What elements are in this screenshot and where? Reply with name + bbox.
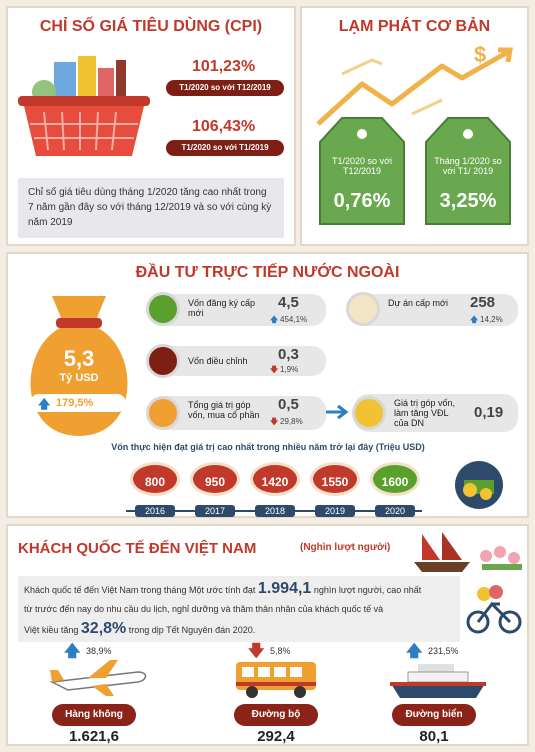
fdi-total-change: 179,5% (56, 397, 94, 409)
realized-value-circle: 1550 (310, 462, 360, 496)
up-arrow-icon: 🡅 (406, 643, 423, 660)
realized-year: 2019 (315, 505, 355, 517)
fdi-item-label: Vốn đăng ký cấp mới (188, 298, 256, 318)
up-arrow-icon: 🡅 (38, 397, 51, 411)
sea-change: 231,5% (428, 646, 459, 656)
handshake-icon (146, 396, 180, 430)
realized-year: 2016 (135, 505, 175, 517)
air-value: 1.621,6 (68, 728, 120, 745)
realized-value-circle: 950 (190, 462, 240, 496)
inflation-panel: LẠM PHÁT CƠ BẢN $ T1/2020 so với T12/201… (300, 6, 529, 246)
bicycle-icon (466, 585, 522, 634)
fdi-title: ĐẦU TƯ TRỰC TIẾP NƯỚC NGOÀI (135, 264, 400, 281)
flowers-icon (480, 546, 522, 570)
tourism-text-line1: Khách quốc tế đến Việt Nam trong tháng M… (24, 580, 421, 598)
cpi-stat1-label: T1/2020 so với T12/2019 (166, 80, 284, 96)
fdi-item-value: 0,5 (278, 396, 299, 413)
fdi-item-change: 29,8% (280, 417, 303, 426)
fdi-item-label: Vốn điều chỉnh (188, 356, 248, 366)
realized-year: 2017 (195, 505, 235, 517)
fdi-item-change: 14,2% (480, 315, 503, 324)
tag1-value: 0,76% (333, 190, 391, 212)
down-arrow-icon: 🡇 (270, 417, 279, 426)
document-icon (346, 292, 380, 326)
tourism-text-c: từ trước đến nay do nhu cầu du lịch, ngh… (24, 604, 384, 614)
fdi-panel: ĐẦU TƯ TRỰC TIẾP NƯỚC NGOÀI 5,3 Tỷ USD 🡅… (6, 252, 529, 518)
tourism-highlight-visitors: 1.994,1 (257, 580, 312, 597)
cpi-title: CHỈ SỐ GIÁ TIÊU DÙNG (CPI) (39, 18, 263, 35)
tag2-label: Tháng 1/2020 so với T1/ 2019 (434, 156, 502, 176)
tourism-text-line3: Việt kiều tăng 32,8% trong dịp Tết Nguyê… (24, 620, 255, 638)
tourism-text-a: Khách quốc tế đến Việt Nam trong tháng M… (24, 585, 256, 595)
fdi-item-label: Tổng giá trị góp vốn, mua cổ phần (188, 400, 260, 420)
cpi-stat2-value: 106,43% (192, 118, 256, 135)
realized-value-circle: 1600 (370, 462, 420, 496)
arrow-right-icon (326, 404, 349, 420)
inflation-title: LẠM PHÁT CƠ BẢN (338, 18, 491, 35)
fdi-item-change: 454,1% (280, 315, 308, 324)
tag1-label: T1/2020 so với T12/2019 (332, 156, 392, 176)
fdi-item-value: 0,3 (278, 346, 299, 363)
realized-year: 2018 (255, 505, 295, 517)
price-tag-icon (319, 117, 405, 225)
fdi-total-unit: Tỷ USD (59, 372, 99, 384)
rising-arrow-icon (316, 47, 513, 126)
fdi-item-label: Giá trị góp vốn, làm tăng VĐL của DN (394, 398, 456, 428)
tourism-text-d: Việt kiều tăng (24, 625, 79, 635)
up-arrow-icon: 🡅 (270, 315, 279, 324)
cpi-stat2-label: T1/2020 so với T1/2019 (166, 140, 284, 156)
fdi-total-change-box (30, 394, 126, 412)
down-arrow-icon: 🡇 (248, 643, 265, 660)
cash-icon (146, 292, 180, 326)
road-change: 5,8% (270, 646, 291, 656)
fdi-total-value: 5,3 (63, 346, 95, 371)
wallet-icon (146, 344, 180, 378)
dollar-icon: $ (474, 42, 487, 67)
airplane-icon (49, 660, 147, 696)
road-label: Đường bộ (234, 704, 318, 726)
tourism-panel: KHÁCH QUỐC TẾ ĐẾN VIỆT NAM (Nghìn lượt n… (6, 524, 529, 746)
price-tag-icon (425, 117, 511, 225)
cpi-stat1-value: 101,23% (192, 58, 256, 75)
air-label: Hàng không (52, 704, 136, 726)
fdi-item-value: 4,5 (278, 294, 299, 311)
fdi-item-value: 0,19 (474, 404, 504, 421)
bus-icon (236, 662, 316, 698)
tourism-subtitle: (Nghìn lượt người) (300, 542, 391, 553)
air-change: 38,9% (86, 646, 112, 656)
sea-label: Đường biển (392, 704, 476, 726)
tourism-title: KHÁCH QUỐC TẾ ĐẾN VIỆT NAM (18, 540, 257, 557)
fdi-realized-title: Vốn thực hiện đạt giá trị cao nhất trong… (111, 442, 425, 452)
tag2-value: 3,25% (439, 190, 497, 212)
cpi-note: Chỉ số giá tiêu dùng tháng 1/2020 tăng c… (28, 187, 272, 228)
cpi-note-box: Chỉ số giá tiêu dùng tháng 1/2020 tăng c… (18, 178, 284, 238)
down-arrow-icon: 🡇 (270, 365, 279, 374)
boat-icon (414, 532, 470, 572)
road-value: 292,4 (257, 728, 295, 745)
money-stack-icon (455, 461, 503, 509)
fdi-item-change: 1,9% (280, 365, 299, 374)
fdi-item-value: 258 (470, 294, 496, 311)
fdi-item-label: Dự án cấp mới (388, 298, 448, 308)
ship-icon (390, 664, 486, 698)
coins-icon (352, 396, 386, 430)
realized-value-circle: 800 (130, 462, 180, 496)
tourism-text-e: trong dịp Tết Nguyên đán 2020. (128, 625, 256, 635)
up-arrow-icon: 🡅 (64, 643, 81, 660)
cpi-panel: CHỈ SỐ GIÁ TIÊU DÙNG (CPI) 101,23% T1/20… (6, 6, 296, 246)
realized-year: 2020 (375, 505, 415, 517)
tourism-text-box (18, 576, 460, 642)
tourism-text-b: nghìn lượt người, cao nhất (313, 585, 422, 595)
shopping-basket-icon (18, 56, 150, 156)
up-arrow-icon: 🡅 (470, 315, 479, 324)
sea-value: 80,1 (419, 728, 449, 745)
realized-value-circle: 1420 (250, 462, 300, 496)
tourism-highlight-growth: 32,8% (80, 620, 127, 637)
